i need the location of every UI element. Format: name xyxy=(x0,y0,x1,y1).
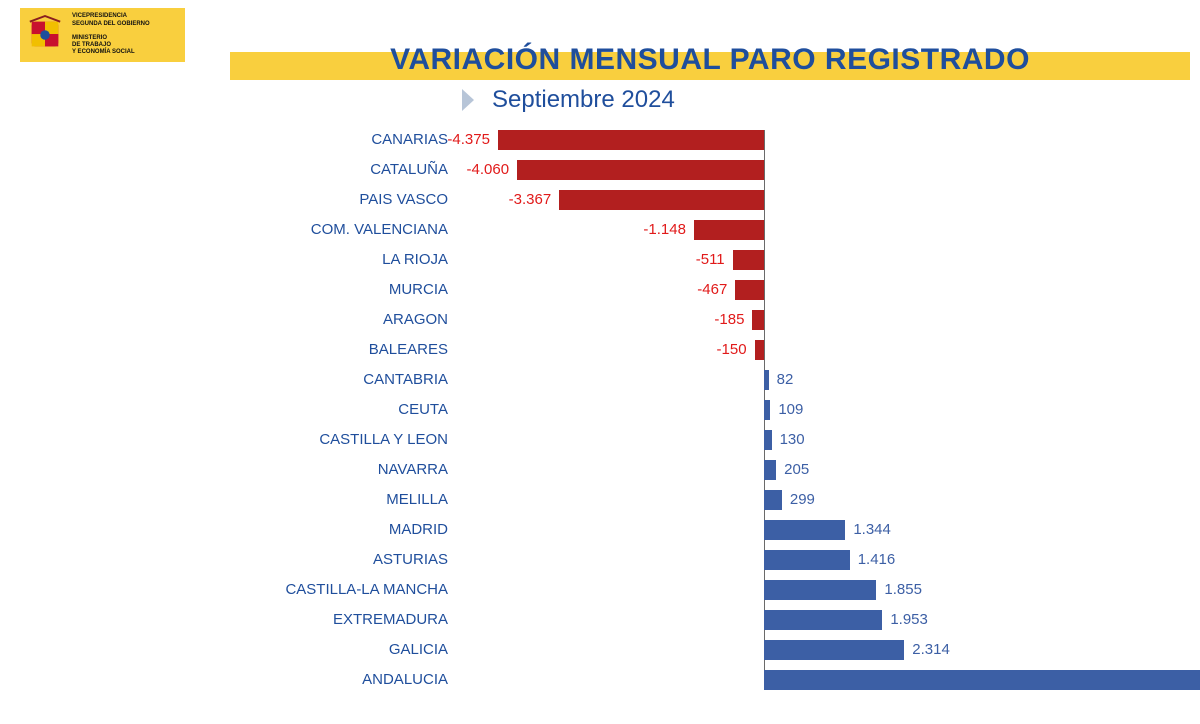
table-row: CEUTA 109 xyxy=(260,400,1080,420)
table-row: CANTABRIA 82 xyxy=(260,370,1080,390)
category-label: LA RIOJA xyxy=(382,250,448,270)
category-label: PAIS VASCO xyxy=(359,190,448,210)
bar xyxy=(517,160,764,180)
value-label: -467 xyxy=(697,280,727,300)
category-label: ANDALUCIA xyxy=(362,670,448,690)
chevron-right-icon xyxy=(460,87,480,113)
table-row: ANDALUCIA7.720 xyxy=(260,670,1080,690)
bar xyxy=(764,610,883,630)
subtitle-row: Septiembre 2024 xyxy=(460,86,675,114)
table-row: CATALUÑA -4.060 xyxy=(260,160,1080,180)
bar xyxy=(764,430,772,450)
table-row: MELILLA 299 xyxy=(260,490,1080,510)
value-label: -3.367 xyxy=(509,190,552,210)
bar xyxy=(764,550,850,570)
table-row: MURCIA -467 xyxy=(260,280,1080,300)
value-label: 82 xyxy=(777,370,794,390)
category-label: CANTABRIA xyxy=(363,370,448,390)
bar xyxy=(764,670,1200,690)
page-root: VICEPRESIDENCIA SEGUNDA DEL GOBIERNO MIN… xyxy=(0,0,1200,724)
bar xyxy=(694,220,764,240)
category-label: MADRID xyxy=(389,520,448,540)
bar xyxy=(559,190,764,210)
value-label: -4.375 xyxy=(447,130,490,150)
category-label: NAVARRA xyxy=(378,460,448,480)
category-label: BALEARES xyxy=(369,340,448,360)
table-row: CANARIAS-4.375 xyxy=(260,130,1080,150)
value-label: -511 xyxy=(696,250,725,270)
table-row: CASTILLA-LA MANCHA 1.855 xyxy=(260,580,1080,600)
coat-of-arms-icon xyxy=(26,14,64,56)
category-label: CASTILLA-LA MANCHA xyxy=(285,580,448,600)
bar xyxy=(764,370,769,390)
value-label: -1.148 xyxy=(643,220,686,240)
value-label: -150 xyxy=(717,340,747,360)
value-label: -4.060 xyxy=(467,160,510,180)
logo-line1: VICEPRESIDENCIA xyxy=(72,13,127,19)
value-label: 299 xyxy=(790,490,815,510)
bar xyxy=(764,580,877,600)
category-label: CANARIAS xyxy=(371,130,448,150)
subtitle: Septiembre 2024 xyxy=(492,86,675,114)
value-label: 1.953 xyxy=(890,610,928,630)
bar xyxy=(764,400,771,420)
table-row: GALICIA 2.314 xyxy=(260,640,1080,660)
table-row: LA RIOJA -511 xyxy=(260,250,1080,270)
category-label: MELILLA xyxy=(386,490,448,510)
bar xyxy=(764,640,905,660)
category-label: ASTURIAS xyxy=(373,550,448,570)
gov-logo: VICEPRESIDENCIA SEGUNDA DEL GOBIERNO MIN… xyxy=(20,8,185,62)
logo-line3: MINISTERIO xyxy=(72,35,107,41)
table-row: COM. VALENCIANA -1.148 xyxy=(260,220,1080,240)
value-label: 1.344 xyxy=(853,520,891,540)
bar xyxy=(764,490,782,510)
bar xyxy=(735,280,763,300)
category-label: EXTREMADURA xyxy=(333,610,448,630)
category-label: CEUTA xyxy=(398,400,448,420)
bar xyxy=(764,520,846,540)
bar xyxy=(498,130,764,150)
table-row: EXTREMADURA 1.953 xyxy=(260,610,1080,630)
bar xyxy=(733,250,764,270)
table-row: CASTILLA Y LEON 130 xyxy=(260,430,1080,450)
category-label: CATALUÑA xyxy=(370,160,448,180)
table-row: ASTURIAS 1.416 xyxy=(260,550,1080,570)
table-row: ARAGON -185 xyxy=(260,310,1080,330)
value-label: 1.855 xyxy=(884,580,922,600)
value-label: -185 xyxy=(714,310,744,330)
logo-line5: Y ECONOMÍA SOCIAL xyxy=(72,49,135,55)
page-title: VARIACIÓN MENSUAL PARO REGISTRADO xyxy=(390,43,1030,77)
logo-caption: VICEPRESIDENCIA SEGUNDA DEL GOBIERNO MIN… xyxy=(72,13,150,56)
title-bar: VARIACIÓN MENSUAL PARO REGISTRADO xyxy=(230,52,1190,80)
category-label: GALICIA xyxy=(389,640,448,660)
value-label: 205 xyxy=(784,460,809,480)
category-label: CASTILLA Y LEON xyxy=(319,430,448,450)
table-row: NAVARRA 205 xyxy=(260,460,1080,480)
table-row: PAIS VASCO -3.367 xyxy=(260,190,1080,210)
bar xyxy=(764,460,776,480)
logo-line2: SEGUNDA DEL GOBIERNO xyxy=(72,21,150,27)
logo-line4: DE TRABAJO xyxy=(72,42,111,48)
bar xyxy=(752,310,763,330)
table-row: BALEARES -150 xyxy=(260,340,1080,360)
category-label: MURCIA xyxy=(389,280,448,300)
bar xyxy=(755,340,764,360)
value-label: 130 xyxy=(780,430,805,450)
value-label: 1.416 xyxy=(858,550,896,570)
category-label: COM. VALENCIANA xyxy=(311,220,448,240)
value-label: 2.314 xyxy=(912,640,950,660)
value-label: 109 xyxy=(778,400,803,420)
bar-chart: CANARIAS-4.375 CATALUÑA -4.060 PAIS VASCO -3… xyxy=(260,130,1080,710)
category-label: ARAGON xyxy=(383,310,448,330)
table-row: MADRID 1.344 xyxy=(260,520,1080,540)
